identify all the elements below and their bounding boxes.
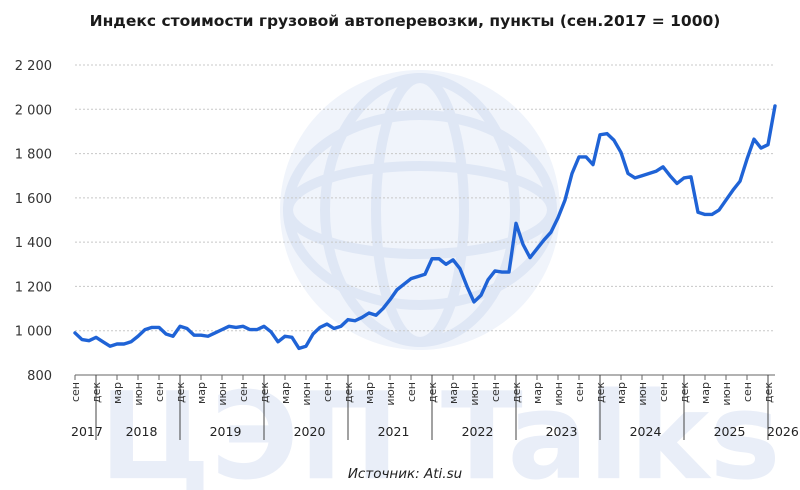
year-label: 2019 <box>210 424 242 439</box>
source-note: Источник: Ati.su <box>348 466 462 482</box>
series-group <box>73 104 777 351</box>
year-label: 2025 <box>714 424 746 439</box>
x-tick-label: мар <box>195 382 208 404</box>
y-tick-label: 1 000 <box>15 325 52 340</box>
x-tick-label: мар <box>615 382 628 404</box>
x-tick-label: сен <box>405 382 418 402</box>
x-tick-label: мар <box>111 382 124 404</box>
year-label: 2023 <box>546 424 578 439</box>
y-tick-label: 1 200 <box>15 280 52 295</box>
x-tick-label: сен <box>573 382 586 402</box>
watermark-text: ЦЭП Talks <box>99 368 780 490</box>
x-tick-label: июн <box>384 382 397 406</box>
x-tick-label: июн <box>216 382 229 406</box>
x-tick-label: сен <box>237 382 250 402</box>
y-tick-label: 2 200 <box>15 59 52 74</box>
year-label: 2017 <box>71 424 103 439</box>
year-label: 2026 <box>767 424 799 439</box>
x-tick-label: июн <box>468 382 481 406</box>
y-tick-label: 1 800 <box>15 148 52 163</box>
watermark-logo: ЦЭП Talks <box>99 70 781 490</box>
x-tick-label: сен <box>321 382 334 402</box>
x-tick-label: июн <box>132 382 145 406</box>
year-label: 2018 <box>126 424 158 439</box>
x-tick-label: сен <box>489 382 502 402</box>
x-tick-label: июн <box>300 382 313 406</box>
y-tick-label: 1 400 <box>15 236 52 251</box>
x-tick-label: мар <box>363 382 376 404</box>
x-tick-label: мар <box>279 382 292 404</box>
x-axis: сендекмариюнсендекмариюнсендекмариюнсенд… <box>69 374 799 440</box>
x-tick-label: сен <box>741 382 754 402</box>
x-tick-label: мар <box>447 382 460 404</box>
y-tick-label: 800 <box>27 369 52 384</box>
watermark-globe-stripes <box>283 73 557 347</box>
y-axis-tick-labels: 800 1 000 1 200 1 400 1 600 1 800 2 000 2 200 <box>15 59 52 384</box>
x-tick-label: сен <box>657 382 670 402</box>
year-label: 2020 <box>294 424 326 439</box>
year-label: 2024 <box>630 424 662 439</box>
x-tick-label: сен <box>69 382 82 402</box>
x-tick-label: июн <box>552 382 565 406</box>
x-tick-label: июн <box>720 382 733 406</box>
series-line <box>73 104 777 351</box>
x-tick-label: мар <box>699 382 712 404</box>
chart-title: Индекс стоимости грузовой автоперевозки,… <box>90 12 721 30</box>
y-tick-label: 1 600 <box>15 192 52 207</box>
year-label: 2022 <box>462 424 494 439</box>
x-tick-label: июн <box>636 382 649 406</box>
x-tick-label: сен <box>153 382 166 402</box>
y-tick-label: 2 000 <box>15 103 52 118</box>
x-tick-label: мар <box>531 382 544 404</box>
year-label: 2021 <box>378 424 410 439</box>
